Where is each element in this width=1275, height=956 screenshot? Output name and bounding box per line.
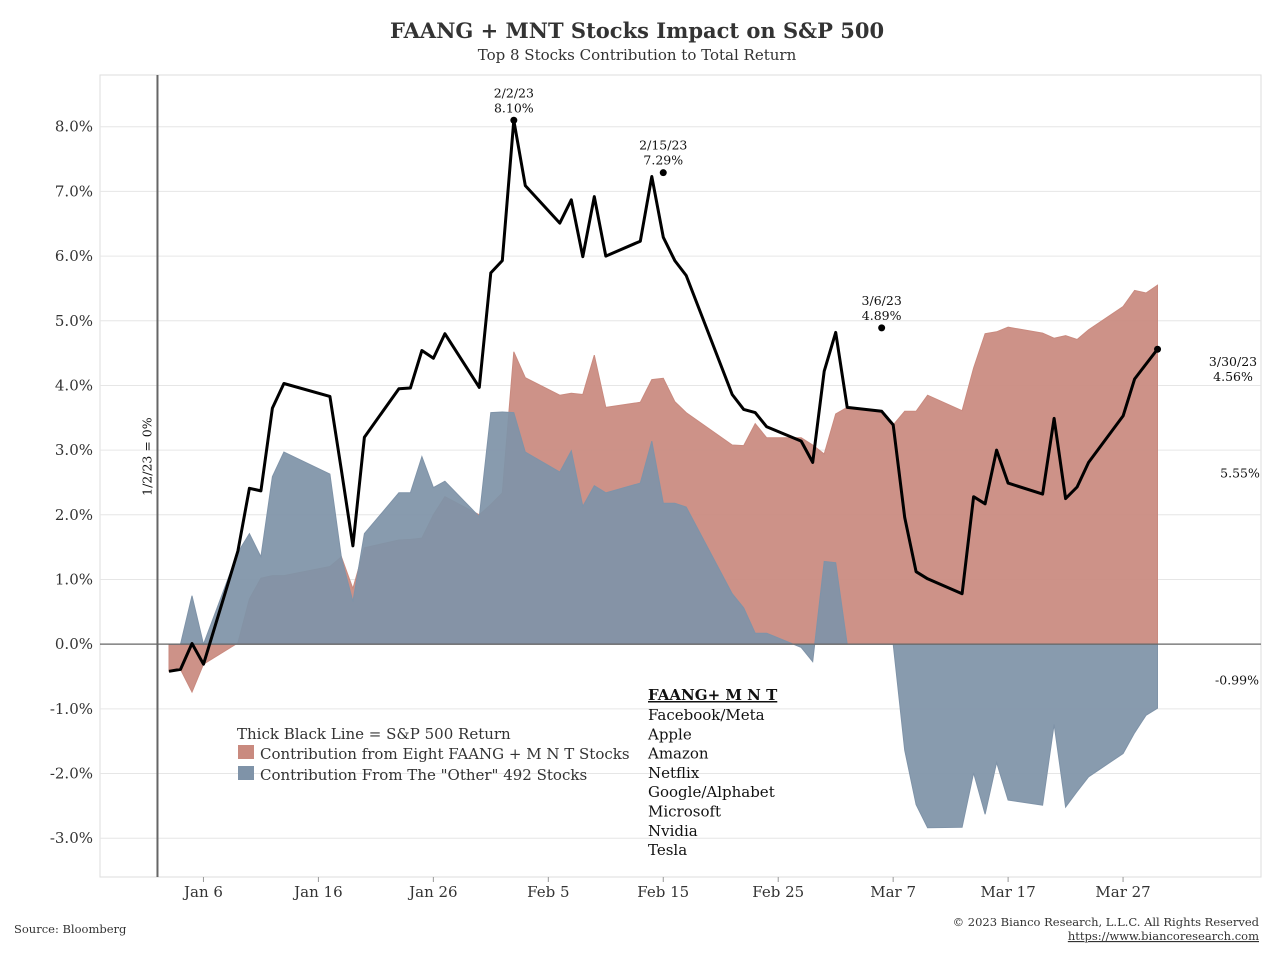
x-tick-label: Jan 6 xyxy=(182,883,223,901)
legend-line-label: Thick Black Line = S&P 500 Return xyxy=(237,725,511,743)
x-tick-label: Mar 7 xyxy=(870,883,916,901)
y-tick-label: -1.0% xyxy=(50,700,93,718)
peak-marker xyxy=(878,324,886,332)
start-date-label: 1/2/23 = 0% xyxy=(139,417,154,496)
y-tick-label: 4.0% xyxy=(55,376,93,394)
last-date-label: 3/30/23 xyxy=(1209,354,1257,369)
faang-list-item: Google/Alphabet xyxy=(648,783,775,801)
y-tick-label: 1.0% xyxy=(55,570,93,588)
annotations: 2/2/238.10% 2/15/237.29% 3/6/234.89% 3/30/2… xyxy=(494,85,1260,687)
other-contribution-area xyxy=(169,411,1158,829)
peak-marker xyxy=(659,169,667,177)
y-tick-label: 0.0% xyxy=(55,635,93,653)
peak-value-label: 8.10% xyxy=(494,100,534,115)
x-tick-label: Mar 17 xyxy=(980,883,1035,901)
peak-date-label: 3/6/23 xyxy=(862,293,902,308)
peak-value-label: 4.89% xyxy=(862,308,902,323)
x-tick-label: Feb 15 xyxy=(637,883,689,901)
y-axis: -3.0% -2.0% -1.0% 0.0% 1.0% 2.0% 3.0% 4.0% 5.0% 6… xyxy=(50,118,93,847)
source-note: Source: Bloomberg xyxy=(14,922,127,936)
other-end-label: -0.99% xyxy=(1215,672,1259,687)
faang-list-item: Netflix xyxy=(648,764,700,782)
peak-date-label: 2/2/23 xyxy=(494,85,534,100)
legend-faang-label: Contribution from Eight FAANG + M N T St… xyxy=(260,745,630,763)
legend-other-label: Contribution From The "Other" 492 Stocks xyxy=(260,766,587,784)
last-value-marker xyxy=(1154,345,1162,353)
x-tick-label: Feb 25 xyxy=(752,883,804,901)
peak-date-label: 2/15/23 xyxy=(639,138,687,153)
x-tick-label: Feb 5 xyxy=(527,883,569,901)
peak-marker xyxy=(510,116,518,124)
faang-list-item: Nvidia xyxy=(648,822,698,840)
chart-title: FAANG + MNT Stocks Impact on S&P 500 xyxy=(390,18,884,43)
chart-subtitle: Top 8 Stocks Contribution to Total Retur… xyxy=(478,46,797,64)
y-tick-label: 3.0% xyxy=(55,441,93,459)
sp500-line-layer xyxy=(168,118,1159,673)
sp500-return-line xyxy=(168,118,1159,673)
website-link[interactable]: https://www.biancoresearch.com xyxy=(1068,929,1259,943)
x-tick-label: Jan 26 xyxy=(407,883,457,901)
peak-value-label: 7.29% xyxy=(643,153,683,168)
x-tick-label: Jan 16 xyxy=(292,883,342,901)
copyright: © 2023 Bianco Research, L.L.C. All Right… xyxy=(953,915,1260,929)
legend-faang-swatch xyxy=(238,745,254,759)
y-tick-label: 5.0% xyxy=(55,312,93,330)
last-value-label: 4.56% xyxy=(1213,369,1253,384)
x-tick-label: Mar 27 xyxy=(1095,883,1150,901)
x-axis: Jan 6 Jan 16 Jan 26 Feb 5 Feb 15 Feb 25 Mar 7 M… xyxy=(182,877,1151,901)
faang-list-item: Apple xyxy=(647,725,692,743)
y-tick-label: 7.0% xyxy=(55,182,93,200)
faang-list-item: Microsoft xyxy=(648,803,721,821)
faang-list-item: Tesla xyxy=(648,841,687,859)
legend-other-swatch xyxy=(238,766,254,780)
faang-list-item: Facebook/Meta xyxy=(648,706,765,724)
faang-list-item: Amazon xyxy=(647,745,709,763)
faang-list-title: FAANG+ M N T xyxy=(648,686,778,704)
faang-end-label: 5.55% xyxy=(1220,465,1260,480)
y-tick-label: -3.0% xyxy=(50,829,93,847)
area-layer xyxy=(168,284,1158,829)
y-tick-label: 8.0% xyxy=(55,118,93,136)
y-tick-label: 2.0% xyxy=(55,506,93,524)
legend: Thick Black Line = S&P 500 Return Contri… xyxy=(237,725,630,784)
y-tick-label: 6.0% xyxy=(55,247,93,265)
plot-frame xyxy=(99,74,1262,878)
y-tick-label: -2.0% xyxy=(50,765,93,783)
